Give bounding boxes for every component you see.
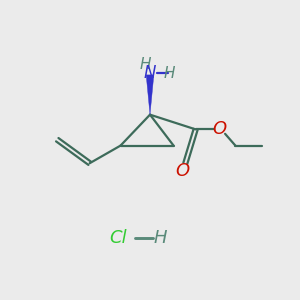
Text: H: H (154, 229, 167, 247)
Text: H: H (140, 56, 151, 71)
Text: Cl: Cl (109, 229, 126, 247)
Text: O: O (212, 120, 226, 138)
Polygon shape (146, 75, 154, 115)
Text: H: H (164, 66, 175, 81)
Text: O: O (175, 163, 190, 181)
Text: N: N (144, 64, 156, 82)
